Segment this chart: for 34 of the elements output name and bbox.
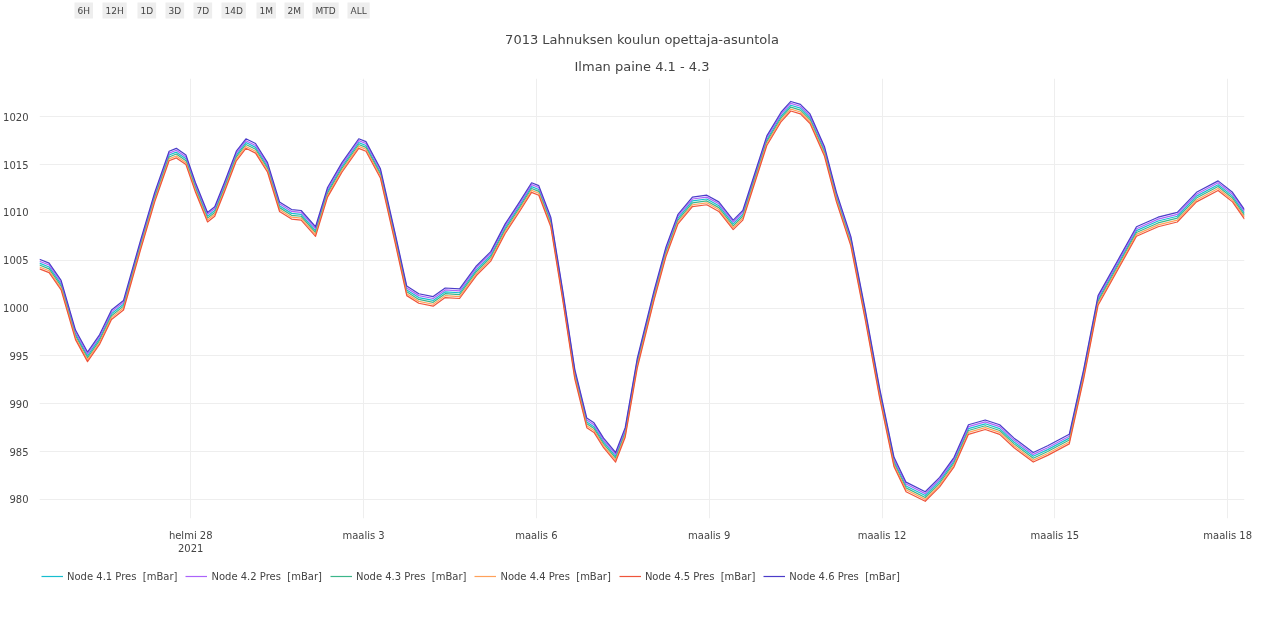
y-tick-label: 1015 (3, 159, 29, 171)
x-tick-label: maalis 15 (1030, 529, 1080, 541)
text: 12H (105, 5, 124, 16)
y-tick-label: 990 (9, 398, 29, 410)
x-tick-label: maalis 6 (515, 529, 558, 541)
text: 1D (140, 5, 154, 16)
y-tick-label: 1020 (3, 111, 29, 123)
legend-label: Node 4.3 Pres [mBar] (355, 570, 467, 582)
y-tick-label: 1005 (3, 255, 29, 267)
text: 6H (77, 5, 90, 16)
x-tick-label: maalis 9 (688, 529, 731, 541)
y-tick-label: 985 (9, 446, 29, 458)
x-tick-label: maalis 3 (342, 529, 385, 541)
text: 2M (287, 5, 301, 16)
legend-label: Node 4.6 Pres [mBar] (789, 570, 900, 582)
legend-label: Node 4.5 Pres [mBar] (644, 570, 756, 582)
legend-label: Node 4.2 Pres [mBar] (211, 570, 322, 582)
y-tick-label: 1000 (3, 303, 29, 315)
y-tick-label: 1010 (3, 207, 29, 219)
text: 1M (259, 5, 273, 16)
chart-title: 7013 Lahnuksen koulun opettaja-asuntola (505, 31, 779, 47)
x-tick-label: maalis 12 (857, 529, 907, 541)
y-tick-label: 995 (9, 350, 29, 362)
text: MTD (315, 5, 336, 16)
legend-label: Node 4.1 Pres [mBar] (67, 570, 178, 582)
y-tick-label: 980 (9, 494, 29, 506)
x-tick-label: helmi 28 2021 (168, 529, 213, 554)
legend-label: Node 4.4 Pres [mBar] (500, 570, 611, 582)
chart-subtitle: Ilman paine 4.1 - 4.3 (574, 58, 710, 74)
text: ALL (350, 5, 367, 16)
x-tick-label: maalis 18 (1203, 529, 1253, 541)
text: 14D (224, 5, 243, 16)
text: 3D (168, 5, 182, 16)
text: 7D (196, 5, 210, 16)
